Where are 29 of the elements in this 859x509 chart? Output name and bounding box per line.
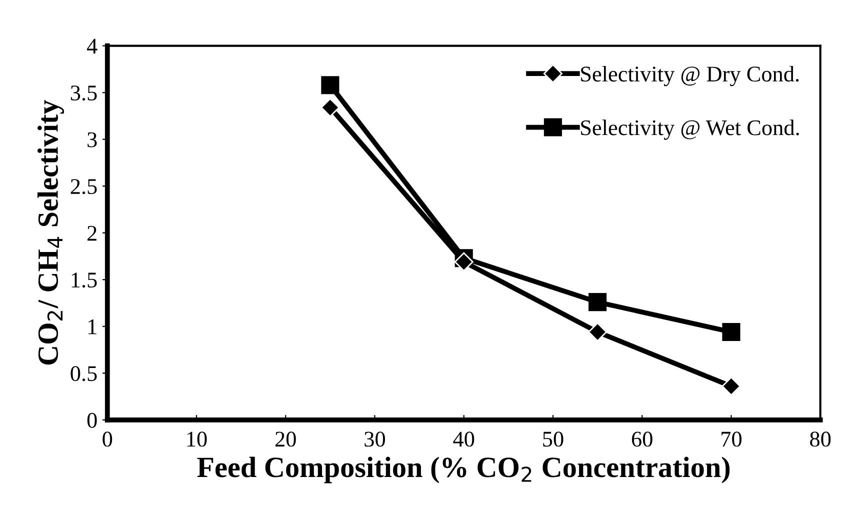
y-tick-label: 3 [88,132,97,148]
x-axis-title: Feed Composition (% CO$_{2}$ Concentration) [197,456,730,484]
x-tick-label: 60 [632,432,652,447]
y-tick-label: 4 [86,38,98,54]
x-tick-label: 0 [102,432,112,447]
y-tick-label: 2 [88,226,96,241]
y-tick-label: 3.5 [70,86,97,101]
legend-label: Selectivity @ Wet Cond. [581,120,799,140]
point [722,322,740,342]
x-tick-label: 40 [453,432,474,447]
legend-label: Selectivity @ Dry Cond. [581,66,799,86]
y-tick-label: 0.5 [70,366,97,382]
x-tick-label: 30 [364,432,386,447]
x-tick-label: 50 [543,432,564,447]
point [454,252,474,272]
x-tick-label: 20 [275,432,296,447]
point [588,322,608,342]
y-tick-label: 1.5 [72,272,97,288]
point [320,98,340,118]
point [321,76,340,94]
x-tick-label: 70 [722,432,742,447]
y-tick-label: 0 [87,412,97,428]
x-tick-label: 80 [810,432,831,447]
y-tick-label: 2.5 [70,179,97,194]
y-axis-title: CO$_{2}$/ CH$_{4}$ Selectivity [37,100,64,365]
x-tick-label: 10 [187,432,207,447]
y-tick-label: 1 [88,319,96,334]
point [722,376,741,396]
point [588,293,607,312]
